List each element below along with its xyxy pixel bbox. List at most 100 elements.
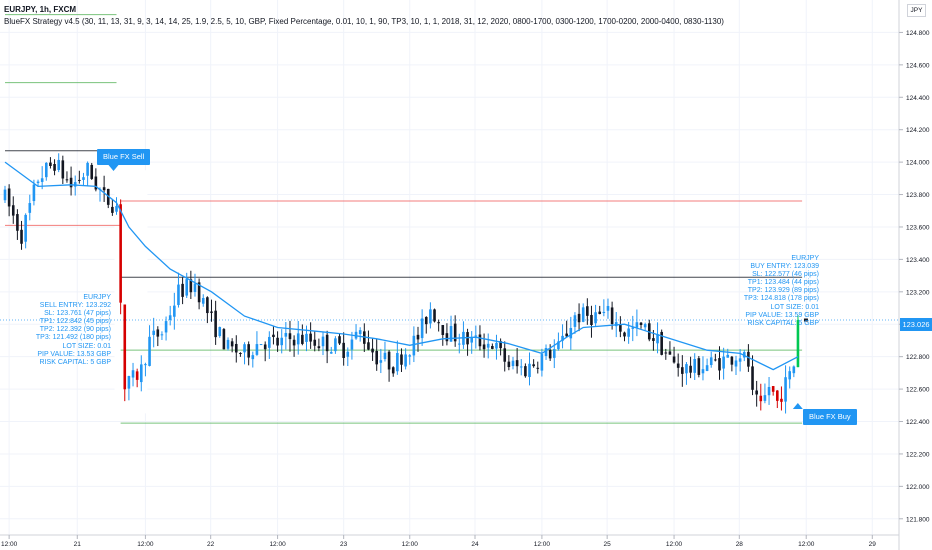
live-price-marker bbox=[803, 318, 808, 322]
candle-body bbox=[606, 305, 610, 311]
candle-body bbox=[177, 284, 180, 305]
sell-tag-pointer bbox=[108, 165, 119, 171]
candle-body bbox=[792, 366, 796, 374]
candle-body bbox=[453, 323, 457, 342]
candle-body bbox=[346, 351, 350, 357]
candle-body bbox=[433, 309, 436, 322]
candle-body bbox=[771, 386, 775, 392]
candle-body bbox=[49, 162, 52, 167]
candle-body bbox=[639, 322, 643, 325]
candle-body bbox=[243, 344, 246, 353]
candle-body bbox=[284, 332, 288, 337]
trade-levels bbox=[0, 14, 899, 424]
candle-body bbox=[524, 366, 527, 377]
candle-body bbox=[491, 346, 494, 349]
time-axis[interactable]: 12:00 21 12:00 22 12:00 23 12:00 24 12:00 25 12:00… bbox=[1, 535, 876, 548]
candle-body bbox=[313, 339, 317, 346]
sell-info-line: EURJPY bbox=[83, 294, 111, 301]
candle-body bbox=[387, 351, 391, 370]
x-tick-label: 12:00 bbox=[269, 541, 286, 548]
candle-body bbox=[610, 307, 614, 324]
candle-body bbox=[272, 334, 275, 338]
x-tick-label: 24 bbox=[471, 541, 479, 548]
y-tick-label: 122.000 bbox=[906, 484, 930, 491]
candle-body bbox=[139, 364, 143, 383]
y-tick-label: 124.000 bbox=[906, 160, 930, 167]
candle-body bbox=[234, 343, 238, 353]
buy-info-line: LOT SIZE: 0.01 bbox=[770, 303, 819, 311]
sell-signal-info: EURJPY SELL ENTRY: 123.292 SL: 123.761 (47… bbox=[36, 294, 111, 367]
candle-body bbox=[173, 305, 176, 317]
candle-body bbox=[11, 205, 15, 216]
y-tick-label: 121.800 bbox=[906, 516, 930, 523]
candle-body bbox=[763, 395, 767, 401]
candle-body bbox=[709, 357, 713, 365]
candle-body bbox=[218, 327, 222, 337]
x-tick-label: 21 bbox=[74, 541, 82, 548]
currency-button[interactable]: JPY bbox=[907, 4, 926, 17]
candle-body bbox=[548, 349, 552, 359]
candle-body bbox=[676, 363, 680, 368]
candle-body bbox=[722, 356, 725, 369]
y-tick-label: 124.400 bbox=[906, 95, 930, 102]
candle-body bbox=[557, 341, 560, 350]
sell-info-line: LOT SIZE: 0.01 bbox=[62, 342, 111, 350]
strategy-legend[interactable]: BlueFX Strategy v4.5 (30, 11, 13, 31, 9,… bbox=[4, 17, 724, 26]
candle-body bbox=[499, 341, 502, 349]
candle-body bbox=[532, 364, 535, 367]
buy-info-line: TP2: 123.929 (89 pips) bbox=[747, 287, 819, 295]
candle-body bbox=[263, 344, 267, 350]
y-tick-label: 122.400 bbox=[906, 419, 930, 426]
buy-signal-tag: Blue FX Buy bbox=[803, 409, 857, 425]
candle-body bbox=[230, 341, 234, 347]
candle-body bbox=[528, 363, 531, 378]
candle-body bbox=[482, 344, 486, 350]
candle-body bbox=[643, 324, 647, 328]
candle-body bbox=[214, 310, 217, 338]
candle-body bbox=[652, 338, 655, 341]
candle-body bbox=[544, 348, 548, 357]
current-price-label: 123.026 bbox=[900, 318, 932, 331]
candle-body bbox=[189, 279, 193, 293]
candle-body bbox=[437, 322, 440, 324]
candle-body bbox=[718, 358, 721, 371]
candle-body bbox=[280, 337, 284, 346]
y-tick-label: 124.800 bbox=[906, 30, 930, 37]
y-tick-label: 122.200 bbox=[906, 451, 930, 458]
y-tick-label: 124.200 bbox=[906, 127, 930, 134]
candle-body bbox=[226, 339, 230, 349]
candle-body bbox=[28, 203, 32, 213]
candle-body bbox=[325, 334, 329, 352]
candle-body bbox=[36, 181, 40, 183]
signal-markers bbox=[108, 165, 808, 409]
candle-body bbox=[416, 334, 420, 340]
candle-body bbox=[458, 343, 461, 345]
candle-body bbox=[536, 367, 540, 369]
candle-body bbox=[102, 187, 106, 191]
candle-body bbox=[507, 361, 511, 368]
candle-body bbox=[747, 351, 750, 367]
candle-body bbox=[61, 160, 65, 179]
price-axis[interactable]: 124.800 124.600 124.400 124.200 124.000 123.8… bbox=[899, 30, 930, 523]
candle-body bbox=[127, 376, 131, 389]
candle-body bbox=[255, 344, 259, 355]
candle-body bbox=[412, 335, 416, 356]
sell-info-line: SELL ENTRY: 123.292 bbox=[39, 302, 111, 310]
candle-body bbox=[714, 359, 717, 361]
candle-body bbox=[788, 371, 791, 380]
candle-body bbox=[338, 336, 341, 344]
candle-body bbox=[251, 355, 255, 360]
candle-body bbox=[329, 352, 333, 354]
sell-info-line: SL: 123.761 (47 pips) bbox=[44, 310, 111, 318]
candle-body bbox=[590, 314, 593, 325]
candle-body bbox=[78, 179, 81, 181]
candle-body bbox=[552, 349, 556, 358]
x-tick-label: 28 bbox=[736, 541, 744, 548]
candle-body bbox=[449, 326, 453, 342]
candle-body bbox=[627, 328, 630, 337]
candle-body bbox=[358, 330, 362, 335]
candle-body bbox=[478, 334, 482, 347]
candle-body bbox=[3, 189, 7, 201]
sell-info-line: TP2: 122.392 (90 pips) bbox=[39, 326, 111, 334]
candle-body bbox=[301, 334, 304, 344]
